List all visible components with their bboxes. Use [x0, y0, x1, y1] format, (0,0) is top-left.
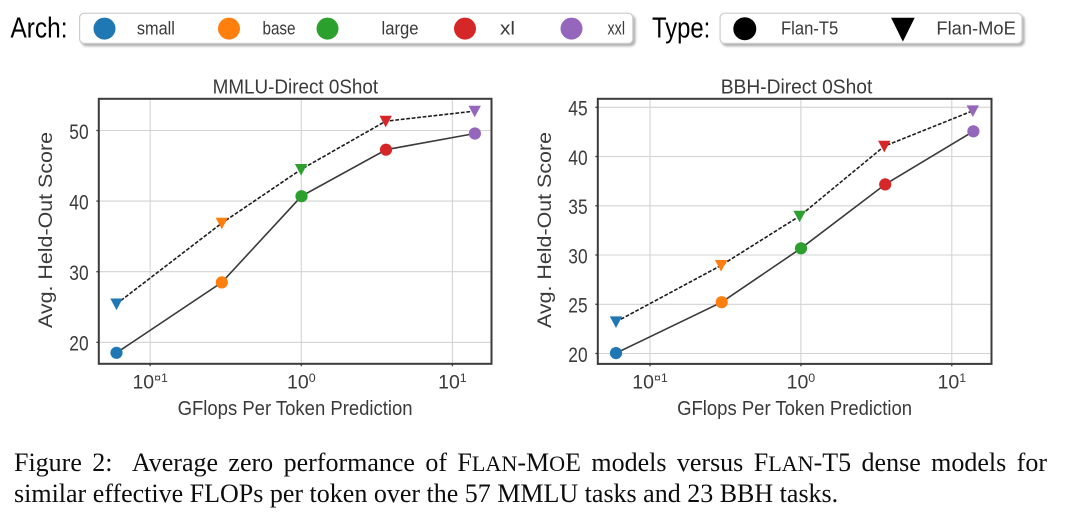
- svg-text:30: 30: [69, 261, 88, 285]
- svg-text:10¤1: 10¤1: [632, 371, 668, 394]
- svg-text:Flan-MoE: Flan-MoE: [936, 18, 1015, 38]
- svg-text:base: base: [263, 18, 296, 38]
- svg-text:30: 30: [568, 244, 587, 268]
- svg-text:10¤1: 10¤1: [132, 371, 168, 394]
- svg-text:Arch:: Arch:: [11, 12, 68, 44]
- svg-text:GFlops Per Token Prediction: GFlops Per Token Prediction: [677, 398, 912, 420]
- svg-text:Avg. Held-Out Score: Avg. Held-Out Score: [35, 132, 57, 328]
- svg-text:Type:: Type:: [652, 12, 710, 44]
- svg-text:large: large: [382, 18, 419, 38]
- svg-text:xxl: xxl: [608, 18, 626, 38]
- svg-text:40: 40: [69, 191, 88, 215]
- svg-text:50: 50: [69, 120, 88, 144]
- svg-text:101: 101: [937, 371, 966, 394]
- svg-text:20: 20: [568, 343, 587, 367]
- svg-text:40: 40: [568, 146, 587, 170]
- svg-text:Flan-T5: Flan-T5: [781, 18, 838, 38]
- svg-text:25: 25: [568, 294, 587, 318]
- svg-text:Avg. Held-Out Score: Avg. Held-Out Score: [534, 132, 556, 328]
- svg-text:100: 100: [787, 371, 816, 394]
- svg-text:35: 35: [568, 195, 587, 219]
- svg-text:GFlops Per Token Prediction: GFlops Per Token Prediction: [178, 398, 413, 420]
- svg-text:45: 45: [568, 97, 587, 121]
- svg-text:20: 20: [69, 332, 88, 356]
- svg-text:small: small: [137, 18, 175, 38]
- svg-text:BBH-Direct 0Shot: BBH-Direct 0Shot: [721, 76, 873, 99]
- svg-text:xl: xl: [500, 18, 515, 38]
- svg-text:100: 100: [287, 371, 316, 394]
- svg-text:MMLU-Direct 0Shot: MMLU-Direct 0Shot: [213, 76, 379, 99]
- svg-text:101: 101: [438, 371, 467, 394]
